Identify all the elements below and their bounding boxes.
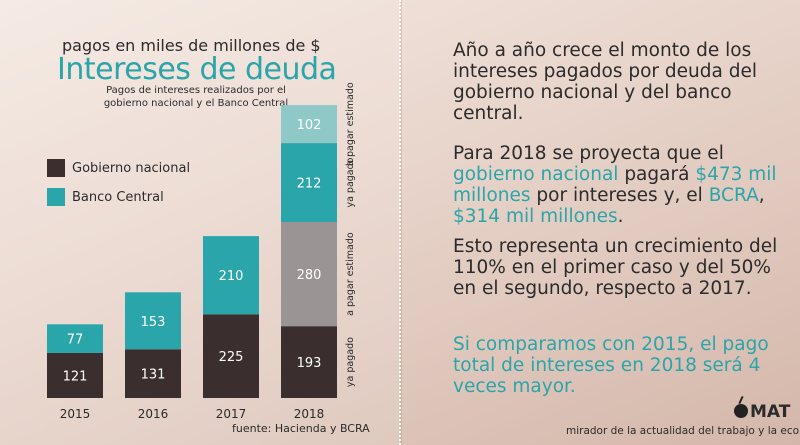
bar-value-2018-series-3: 102 (297, 118, 322, 133)
x-tick-label-2018: 2018 (294, 407, 325, 421)
projection-highlight-bcra: BCRA (708, 185, 759, 206)
bar-value-2018-series-1: 280 (297, 268, 322, 283)
brand-name: MAT (750, 402, 791, 422)
projection-highlight-gobierno: gobierno nacional (453, 164, 619, 185)
mate-logo-icon (734, 404, 748, 418)
projection-text-2: pagará (618, 164, 696, 185)
segment-label-2: ya pagado (345, 157, 356, 207)
x-tick-label-2017: 2017 (216, 407, 247, 421)
bar-2017-series-0 (203, 314, 259, 398)
legend-item-gobierno: Gobierno nacional (47, 159, 190, 177)
chart-subtitle: Pagos de intereses realizados por el gob… (103, 85, 289, 109)
bar-value-2017-series-2: 210 (219, 269, 244, 284)
bar-value-2015-series-0: 121 (63, 369, 88, 384)
projection-text-3: por intereses y, el (530, 185, 709, 206)
projection-text-5: . (617, 206, 624, 227)
paragraph-intro: Año a año crece el monto de los interese… (453, 40, 757, 124)
bar-value-2017-series-0: 225 (219, 350, 244, 365)
bar-2018-series-1 (281, 221, 337, 327)
bar-2015-series-2 (47, 324, 103, 353)
chart-title: Intereses de deuda (57, 52, 337, 87)
legend-label-gobierno: Gobierno nacional (72, 160, 191, 176)
bar-2016-series-2 (125, 292, 181, 350)
bar-value-2016-series-0: 131 (141, 368, 166, 383)
bar-2018-series-3 (281, 105, 337, 144)
paragraph-growth: Esto representa un crecimiento del 110% … (453, 236, 778, 299)
bar-2017-series-2 (203, 236, 259, 315)
text-panel (402, 0, 800, 445)
legend-label-banco-central: Banco Central (72, 189, 164, 205)
legend-swatch-gobierno (47, 159, 65, 177)
projection-highlight-amount-bcra: $314 mil millones (453, 206, 618, 227)
bar-2016-series-0 (125, 349, 181, 398)
chart-kicker: pagos en miles de millones de $ (62, 36, 321, 55)
projection-highlight-amount-gobierno: $473 mil millones (453, 164, 777, 206)
bar-chart: 121 77 2015 131 153 2016 225 210 2017 193 280 212 10… (47, 82, 356, 421)
segment-label-1: a pagar estimado (345, 232, 356, 316)
legend-item-banco-central: Banco Central (47, 188, 164, 206)
legend-swatch-banco-central (47, 188, 65, 206)
bar-2018-series-0 (281, 326, 337, 398)
projection-text-4: , (758, 185, 765, 206)
x-tick-label-2015: 2015 (60, 407, 91, 421)
chart-source: fuente: Hacienda y BCRA (232, 422, 370, 435)
bar-value-2015-series-2: 77 (67, 333, 84, 348)
segment-label-3: a pagar estimado (345, 82, 356, 166)
paragraph-comparison: Si comparamos con 2015, el pago total de… (453, 334, 769, 397)
panel-divider (399, 0, 401, 445)
bar-value-2018-series-0: 193 (297, 356, 322, 371)
paragraph-projection: Para 2018 se proyecta que el gobierno na… (453, 143, 793, 227)
bar-2015-series-0 (47, 352, 103, 398)
brand-tagline: mirador de la actualidad del trabajo y l… (566, 425, 800, 437)
segment-label-0: ya pagado (345, 337, 356, 387)
bar-value-2016-series-2: 153 (141, 315, 166, 330)
bar-2018-series-2 (281, 143, 337, 222)
projection-text-1: Para 2018 se proyecta que el (453, 143, 724, 164)
x-tick-label-2016: 2016 (138, 407, 169, 421)
bar-value-2018-series-2: 212 (297, 177, 322, 192)
